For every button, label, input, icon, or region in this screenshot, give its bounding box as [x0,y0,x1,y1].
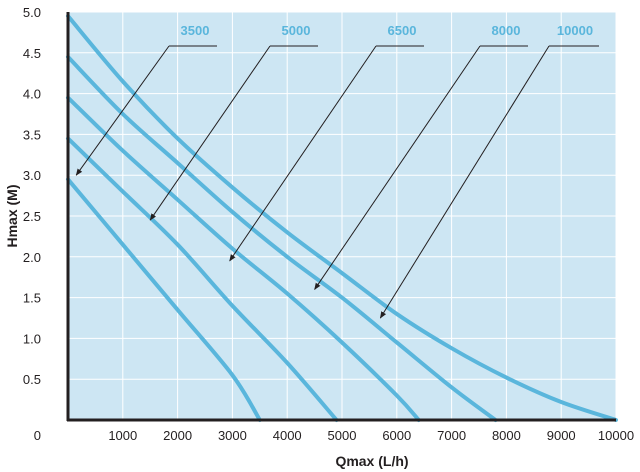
series-line-8000 [66,54,498,422]
x-tick-label: 2000 [163,428,192,443]
series-annotations: 3500 5000 6500 8000 10000 [75,23,599,319]
x-tick-label: 3000 [218,428,247,443]
x-axis-title: Qmax (L/h) [335,453,408,469]
y-tick-label: 5.0 [23,5,41,20]
x-tick-label: 9000 [547,428,576,443]
y-tick-label: 1.5 [23,291,41,306]
annotation-arrow-8000 [314,45,481,291]
series-label-5000: 5000 [282,23,311,38]
series-label-3500: 3500 [181,23,210,38]
series-label-8000: 8000 [492,23,521,38]
x-tick-label: 6000 [382,428,411,443]
series-label-6500: 6500 [388,23,417,38]
series-line-6500 [66,95,421,422]
y-tick-label: 1.0 [23,331,41,346]
series-lines [66,14,618,422]
series-line-3500 [66,177,262,422]
series-line-10000 [66,14,618,422]
grid-lines [68,11,617,420]
x-tick-label: 4000 [273,428,302,443]
y-tick-label: 3.5 [23,127,41,142]
origin-tick-label: 0 [34,428,41,443]
x-tick-label: 5000 [328,428,357,443]
y-tick-label: 4.0 [23,87,41,102]
x-tick-label: 1000 [108,428,137,443]
annotation-arrow-6500 [229,45,377,262]
annotation-arrow-3500 [75,45,170,176]
y-tick-label: 2.5 [23,209,41,224]
y-axis-title: Hmax (M) [4,184,20,247]
annotation-arrow-5000 [149,45,271,221]
tick-labels: 1000 2000 3000 4000 5000 6000 7000 8000 9000 1000… [23,5,634,443]
y-tick-label: 2.0 [23,250,41,265]
y-tick-label: 4.5 [23,46,41,61]
x-tick-label: 8000 [492,428,521,443]
series-label-10000: 10000 [557,23,593,38]
y-tick-label: 0.5 [23,372,41,387]
x-tick-label: 10000 [598,428,634,443]
axes [66,12,616,422]
series-line-5000 [66,136,339,422]
x-tick-label: 7000 [437,428,466,443]
annotation-arrow-10000 [379,45,550,319]
y-tick-label: 3.0 [23,168,41,183]
